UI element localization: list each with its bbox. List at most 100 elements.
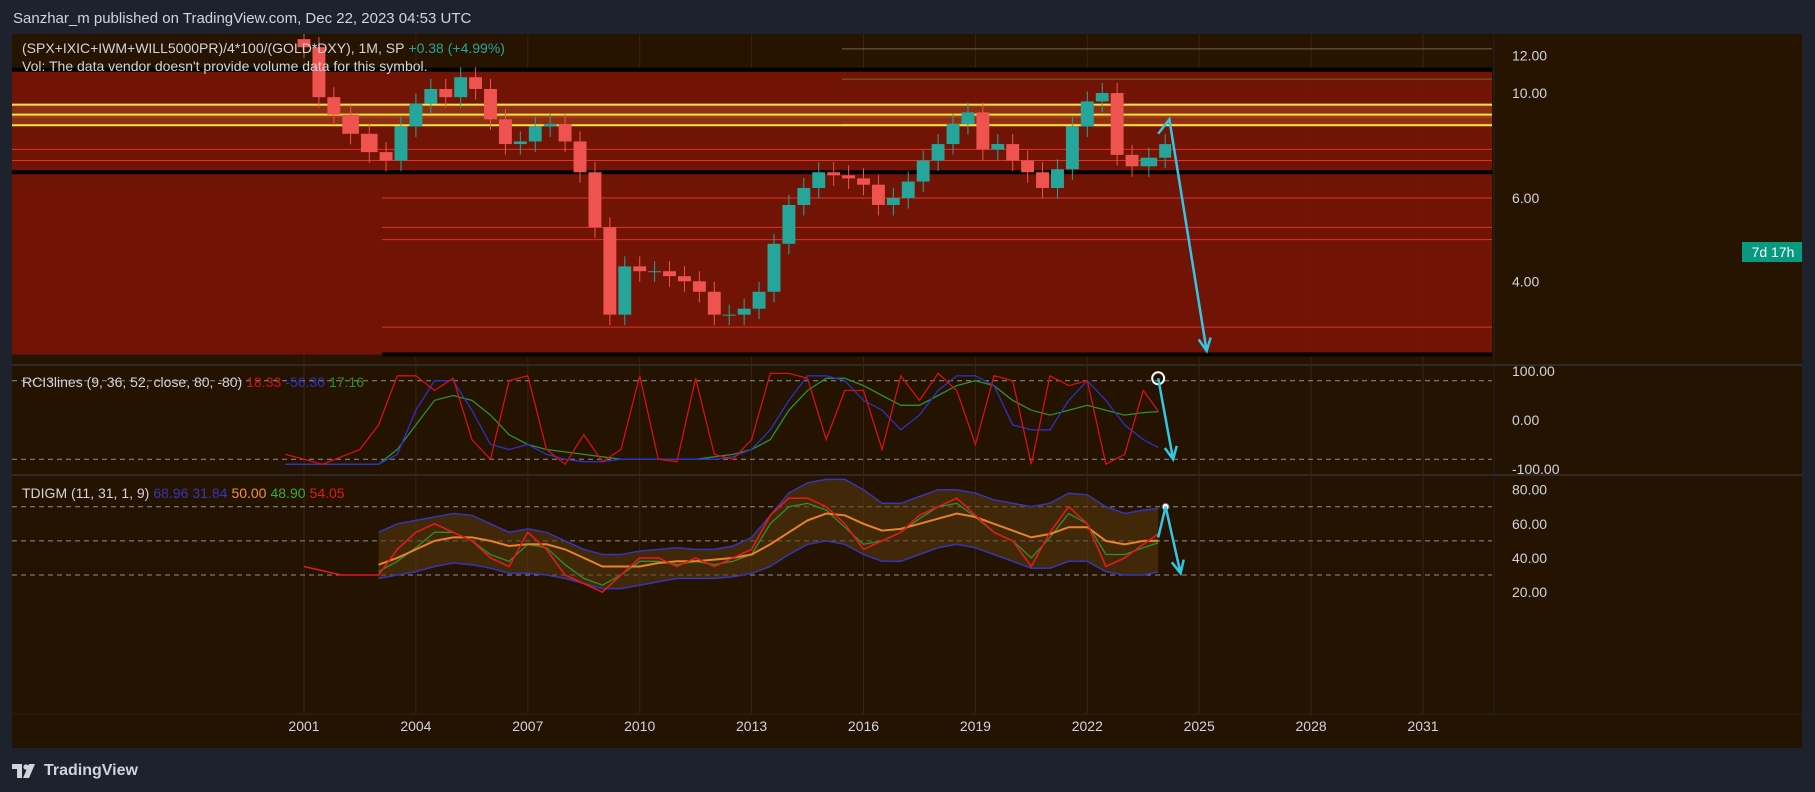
candle <box>513 141 527 145</box>
price-tick-label: 6.00 <box>1512 190 1539 206</box>
candle <box>588 172 602 228</box>
candle <box>961 112 975 125</box>
candle <box>1159 144 1172 158</box>
time-axis-label: 2010 <box>624 718 655 734</box>
candle <box>707 291 721 315</box>
tdi-legend: TDIGM (11, 31, 1, 9) 68.96 31.84 50.00 48.90… <box>22 485 349 501</box>
tdi-value-1: 68.96 <box>153 485 189 501</box>
candle <box>901 181 915 198</box>
rci-series-line <box>285 375 1159 465</box>
bar-countdown: 7d 17h <box>1742 242 1802 262</box>
time-axis-label: 2019 <box>960 718 991 734</box>
tdi-value-4: 48.90 <box>270 485 306 501</box>
candle <box>558 124 572 142</box>
candle <box>678 276 691 282</box>
tdi-tick-label: 80.00 <box>1512 482 1547 498</box>
tdi-arrow <box>1156 506 1182 574</box>
candle <box>752 291 766 309</box>
candle <box>1125 154 1139 167</box>
symbol-label: (SPX+IXIC+IWM+WILL5000PR)/4*100/(GOLD*DX… <box>22 40 405 56</box>
price-tick-label: 10.00 <box>1512 85 1547 101</box>
candle <box>360 133 378 153</box>
candle <box>931 144 945 161</box>
candle <box>767 243 781 292</box>
candle <box>1006 144 1020 161</box>
rci-tick-label: 100.00 <box>1512 363 1555 379</box>
rci-tick-label: -100.00 <box>1512 461 1560 477</box>
candle <box>543 124 557 127</box>
price-tick-label: 4.00 <box>1512 273 1539 289</box>
candle <box>737 308 751 315</box>
candle <box>782 204 796 244</box>
candle <box>469 77 483 89</box>
tdi-green-line <box>378 502 1159 586</box>
candle <box>424 88 438 104</box>
chart-area[interactable]: 2001 2004 2007 2010 2013 2016 2019 2022 2025 2028… <box>12 34 1802 748</box>
tdi-band-fill <box>378 479 1159 589</box>
candle <box>648 271 662 273</box>
tdi-value-5: 54.05 <box>309 485 345 501</box>
tdi-signal-line <box>378 512 1159 568</box>
candle <box>439 88 453 98</box>
rci-series-line <box>285 372 1159 466</box>
vol-note: Vol: The data vendor doesn't provide vol… <box>22 58 428 74</box>
candle <box>1065 126 1079 170</box>
tdi-value-2: 31.84 <box>192 485 228 501</box>
candle <box>1080 101 1094 127</box>
candle <box>603 227 617 315</box>
time-axis-label: 2022 <box>1072 718 1103 734</box>
time-axis-label: 2025 <box>1184 718 1215 734</box>
candle <box>394 126 408 161</box>
projection-arrow-head <box>1197 337 1212 354</box>
candle <box>312 47 326 98</box>
time-axis-label: 2004 <box>400 718 431 734</box>
candle <box>454 77 468 98</box>
rci-arrow-head <box>1163 445 1179 463</box>
brand-name: TradingView <box>44 762 138 779</box>
projection-arrow <box>1157 116 1208 352</box>
candle <box>797 187 811 205</box>
footer-bar: TradingView <box>0 754 1815 792</box>
candle <box>1095 93 1109 102</box>
rci-value-mid: -56.30 <box>285 374 325 390</box>
time-axis-label: 2007 <box>512 718 543 734</box>
candle <box>722 314 736 316</box>
candle <box>827 172 841 176</box>
candle <box>379 152 393 161</box>
rci-tick-label: 0.00 <box>1512 412 1539 428</box>
candle <box>1051 169 1064 188</box>
candle <box>297 39 311 48</box>
tradingview-logo: TradingView <box>12 762 138 780</box>
rci-value-fast: 18.33 <box>246 374 282 390</box>
candle <box>991 144 1005 150</box>
candle <box>886 197 900 205</box>
tdi-title: TDIGM (11, 31, 1, 9) <box>22 485 150 501</box>
candle <box>1036 172 1049 188</box>
candle <box>327 97 341 115</box>
candle <box>528 126 542 142</box>
time-axis-label: 2031 <box>1407 718 1438 734</box>
candle <box>1110 93 1124 155</box>
tdi-price-line <box>303 497 1159 594</box>
main-legend: (SPX+IXIC+IWM+WILL5000PR)/4*100/(GOLD*DX… <box>22 40 509 56</box>
candle <box>633 266 647 272</box>
candle <box>484 88 497 120</box>
rci-value-slow: 17.16 <box>328 374 365 390</box>
candle <box>812 172 826 188</box>
chart-svg[interactable]: 2001 2004 2007 2010 2013 2016 2019 2022 2025 2028… <box>12 34 1802 748</box>
publish-info: Sanzhar_m published on TradingView.com, … <box>0 0 1815 34</box>
tdi-value-3: 50.00 <box>231 485 267 501</box>
candle <box>342 114 359 134</box>
candle <box>409 103 423 127</box>
time-axis-label: 2016 <box>848 718 879 734</box>
candle <box>916 160 930 182</box>
tdi-tick-label: 60.00 <box>1512 516 1547 532</box>
rci-arrow <box>1156 378 1175 460</box>
rci-legend: RCI3lines (9, 36, 52, close, 80, -80) 18.… <box>22 374 368 390</box>
tdi-tick-label: 20.00 <box>1512 584 1547 600</box>
price-tick-label: 12.00 <box>1512 48 1547 64</box>
candle <box>1140 157 1158 167</box>
candle <box>1021 160 1035 173</box>
candle <box>946 124 960 145</box>
candle <box>498 119 512 145</box>
